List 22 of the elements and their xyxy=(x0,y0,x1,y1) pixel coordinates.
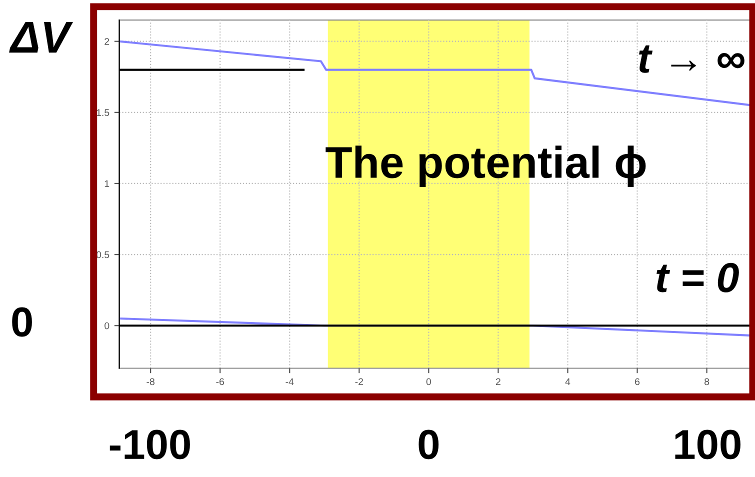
x-tick-label: 0 xyxy=(426,378,432,386)
x-tick-label: 4 xyxy=(565,378,570,386)
y-tick-label: 1 xyxy=(104,180,110,187)
y-tick-label: 0 xyxy=(104,322,110,330)
x2-tick-label: 100 xyxy=(675,430,740,460)
x-tick-label: 6 xyxy=(635,378,640,386)
x2-tick-label: 0 xyxy=(418,430,439,460)
x-tick-label: -4 xyxy=(286,378,294,386)
line-series xyxy=(119,40,752,106)
y-tick-label: 2 xyxy=(104,38,110,45)
x-tick-label: -2 xyxy=(355,378,363,386)
y-axis-title: ΔV xyxy=(9,22,74,53)
annotation: The potential ϕ xyxy=(326,146,646,187)
annotation: t = 0 xyxy=(656,262,739,292)
x2-tick-label: -100 xyxy=(110,430,190,460)
x-tick-label: -8 xyxy=(146,378,154,386)
x-tick-label: -6 xyxy=(216,378,224,386)
text: 0 xyxy=(12,307,32,337)
x-tick-label: 8 xyxy=(704,378,710,386)
annotation: t → ∞ xyxy=(639,45,744,73)
x-tick-label: 2 xyxy=(496,378,500,386)
y-tick-label: 1.5 xyxy=(96,109,110,116)
